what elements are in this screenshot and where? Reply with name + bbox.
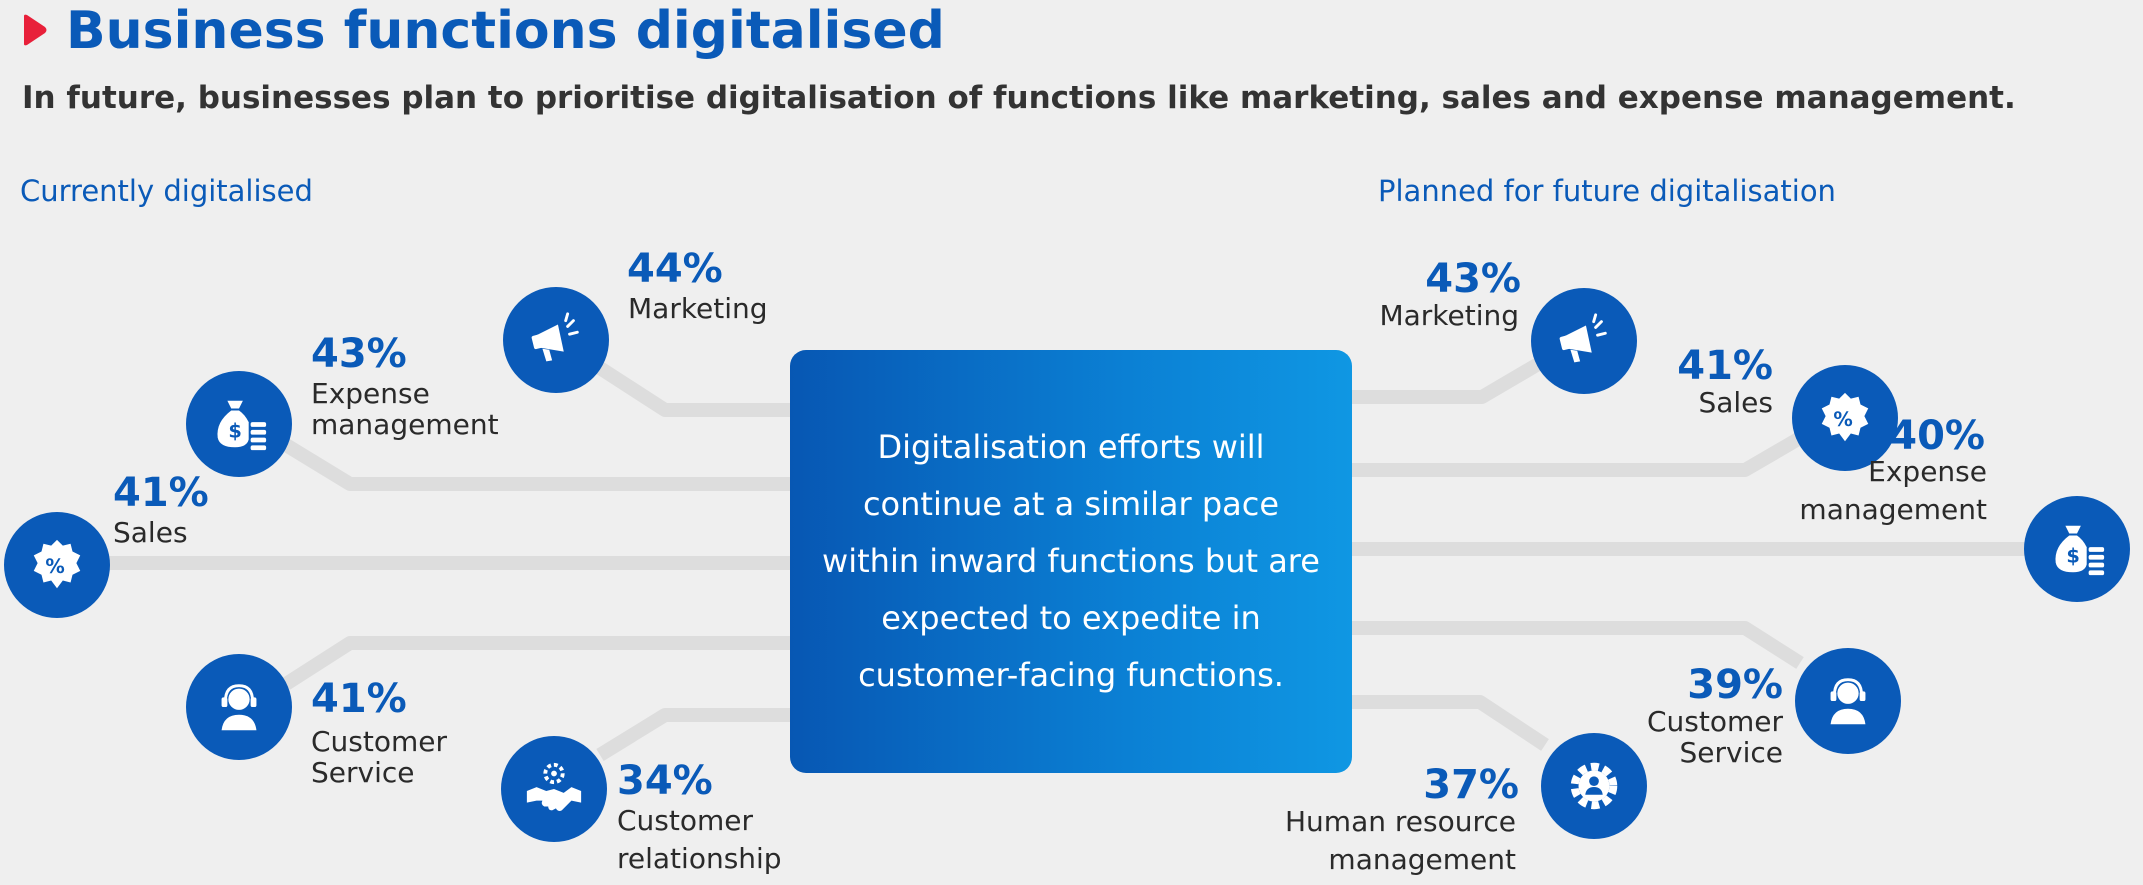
gear-person-icon [1570,762,1618,810]
current-sales-label: Sales [113,516,188,549]
current-customer-relationship-circle [501,736,607,842]
current-customer-service-pct: 41% [311,676,407,722]
future-hr-circle [1541,733,1647,839]
connector-current-customer-service [282,636,795,690]
current-marketing-label: Marketing [628,292,768,325]
future-expense-circle: $ [2024,496,2130,602]
future-expense-pct: 40% [1889,413,1985,459]
future-heading: Planned for future digitalisation [1378,174,1836,208]
discount-badge-icon: % [33,539,81,589]
current-customer-service-circle [186,654,292,760]
connector-future-sales [1347,431,1804,477]
future-sales-pct: 41% [1677,343,1773,389]
current-customer-service-label: Customer Service [311,725,448,789]
svg-text:%: % [1833,408,1852,431]
current-heading: Currently digitalised [20,174,313,208]
connector-current-expense [282,439,795,491]
money-bag-icon: $ [217,400,267,451]
current-expense-circle: $ [186,371,292,477]
headset-agent-icon [1830,678,1866,725]
future-customer-service-pct: 39% [1687,662,1783,708]
future-hr-label: Human resource management [1285,805,1516,876]
page-title: Business functions digitalised [66,1,945,61]
discount-badge-icon: % [1821,392,1869,442]
current-marketing-circle [503,287,609,393]
title-marker-icon [24,14,47,46]
connector-future-hr [1347,695,1549,751]
center-summary-text: Digitalisation efforts will continue at … [822,428,1320,694]
current-sales-pct: 41% [113,470,209,516]
current-expense-label: Expense management [311,377,499,441]
money-bag-icon: $ [2055,525,2105,576]
connector-current-marketing [596,362,795,417]
current-customer-relationship-pct: 34% [617,758,713,804]
current-sales-circle: % [4,512,110,618]
current-expense-pct: 43% [311,331,407,377]
handshake-gear-icon [526,762,582,811]
connector-future-marketing [1347,353,1549,404]
future-sales-label: Sales [1698,386,1773,419]
future-marketing-pct: 43% [1425,256,1521,302]
future-marketing-label: Marketing [1379,299,1519,332]
future-customer-service-circle [1795,648,1901,754]
headset-agent-icon [221,684,257,731]
connector-future-customer-service [1347,621,1804,669]
future-customer-service-label: Customer Service [1646,705,1783,769]
future-hr-pct: 37% [1423,762,1519,808]
svg-text:$: $ [2066,545,2079,568]
megaphone-icon [1559,313,1607,363]
svg-text:%: % [45,555,64,578]
current-marketing-pct: 44% [627,246,723,292]
future-marketing-circle [1531,288,1637,394]
future-sales-circle: % [1792,365,1898,471]
page-subtitle: In future, businesses plan to prioritise… [22,80,2016,116]
center-summary-box: Digitalisation efforts will continue at … [790,350,1352,773]
connector-current-customer-relationship [596,708,795,761]
svg-text:$: $ [228,420,241,443]
current-customer-relationship-label: Customer relationship [617,804,782,875]
megaphone-icon [531,312,579,362]
future-expense-label: Expense management [1799,455,1987,526]
